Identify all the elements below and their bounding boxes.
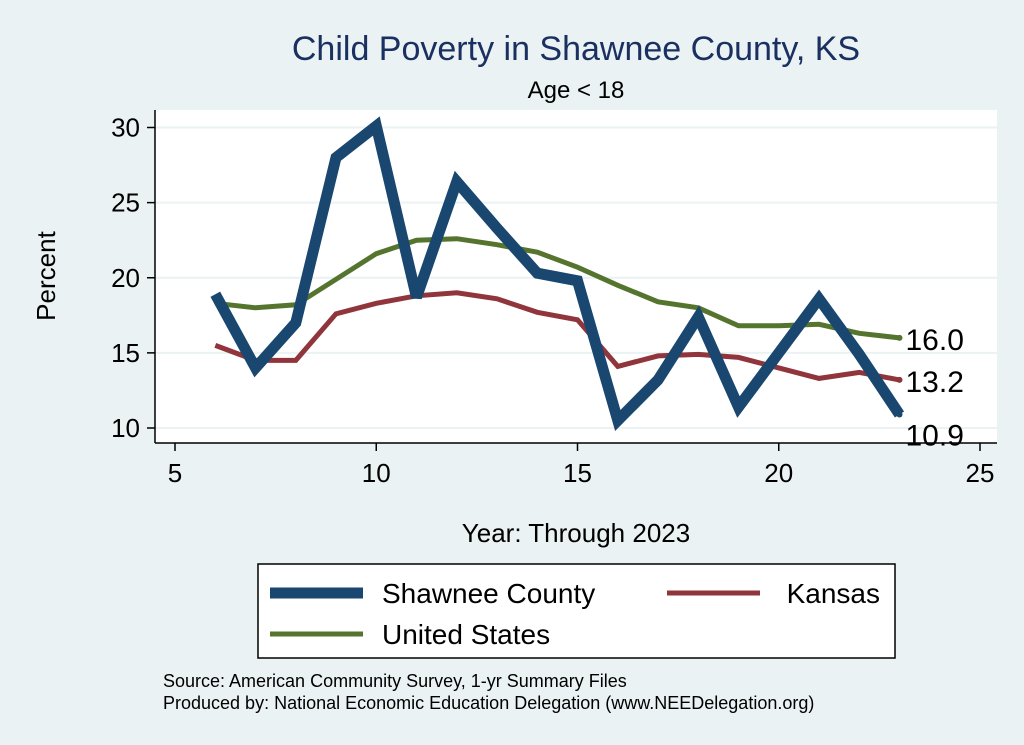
y-tick-label: 25 [111,188,140,218]
end-labels: 10.9 13.2 16.0 [896,324,964,452]
series-end-label: 10.9 [906,419,964,452]
chart-title: Child Poverty in Shawnee County, KS [292,30,860,68]
x-axis-label: Year: Through 2023 [462,518,690,548]
series-end-label: 16.0 [906,324,964,357]
legend-label: Shawnee County [382,578,595,609]
legend-label: United States [382,619,550,650]
legend-box [257,563,896,659]
x-tick-label: 25 [966,458,995,488]
series-line-shawnee-county [210,116,905,432]
x-tick-label: 10 [362,458,391,488]
series-end-marker [896,334,903,341]
series-lines [210,116,905,432]
tick-labels: 10 15 20 25 30 5 10 15 20 25 [111,113,994,489]
chart-subtitle: Age < 18 [528,77,625,104]
x-tick-label: 15 [563,458,592,488]
y-axis-label: Percent [31,230,61,320]
series-end-label: 13.2 [906,366,964,399]
y-tick-label: 30 [111,113,140,143]
legend-label: Kansas [787,578,880,609]
series-end-marker [896,411,903,418]
y-tick-label: 20 [111,263,140,293]
x-tick-label: 5 [168,458,182,488]
y-tick-label: 10 [111,413,140,443]
series-line-kansas [214,290,900,383]
series-line-united-states [215,236,900,341]
source-note: Source: American Community Survey, 1-yr … [163,671,627,691]
x-tick-label: 20 [764,458,793,488]
legend: Shawnee County Kansas United States [257,563,896,659]
y-tick-label: 15 [111,338,140,368]
produced-by-note: Produced by: National Economic Education… [163,693,814,713]
axes [147,110,997,451]
series-end-marker [896,376,903,383]
